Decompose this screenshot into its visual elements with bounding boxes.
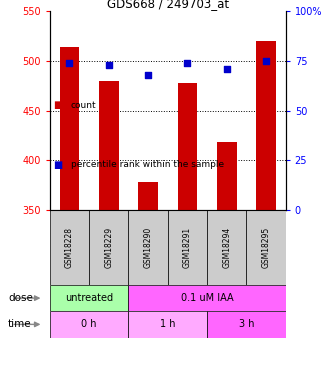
Point: [185, 60, 190, 66]
Text: ■: ■: [53, 100, 62, 110]
Bar: [178, 83, 197, 210]
Point: [67, 60, 72, 66]
Text: 1 h: 1 h: [160, 320, 176, 329]
Point: [145, 72, 151, 78]
Text: time: time: [8, 320, 32, 329]
Bar: [128, 311, 207, 338]
Bar: [207, 210, 247, 285]
Bar: [89, 210, 128, 285]
Text: GSM18229: GSM18229: [104, 227, 113, 268]
Bar: [128, 285, 286, 311]
Bar: [138, 182, 158, 210]
Text: percentile rank within the sample: percentile rank within the sample: [71, 160, 224, 170]
Text: GSM18290: GSM18290: [143, 227, 152, 268]
Point: [224, 66, 229, 72]
Bar: [50, 210, 89, 285]
Point: [264, 58, 269, 64]
Bar: [247, 210, 286, 285]
Bar: [60, 47, 79, 210]
Point: [106, 62, 111, 68]
Bar: [256, 41, 276, 210]
Text: GSM18294: GSM18294: [222, 227, 231, 268]
Bar: [50, 285, 128, 311]
Text: ■: ■: [53, 160, 62, 170]
Bar: [128, 210, 168, 285]
Bar: [217, 142, 237, 210]
Bar: [168, 210, 207, 285]
Text: 0 h: 0 h: [81, 320, 97, 329]
Title: GDS668 / 249703_at: GDS668 / 249703_at: [107, 0, 229, 10]
Bar: [50, 311, 128, 338]
Text: untreated: untreated: [65, 293, 113, 303]
Text: dose: dose: [8, 293, 33, 303]
Text: GSM18291: GSM18291: [183, 227, 192, 268]
Text: GSM18295: GSM18295: [262, 227, 271, 268]
Text: count: count: [71, 100, 96, 109]
Text: GSM18228: GSM18228: [65, 227, 74, 268]
Bar: [99, 81, 118, 210]
Text: 3 h: 3 h: [239, 320, 254, 329]
Bar: [207, 311, 286, 338]
Text: 0.1 uM IAA: 0.1 uM IAA: [181, 293, 233, 303]
